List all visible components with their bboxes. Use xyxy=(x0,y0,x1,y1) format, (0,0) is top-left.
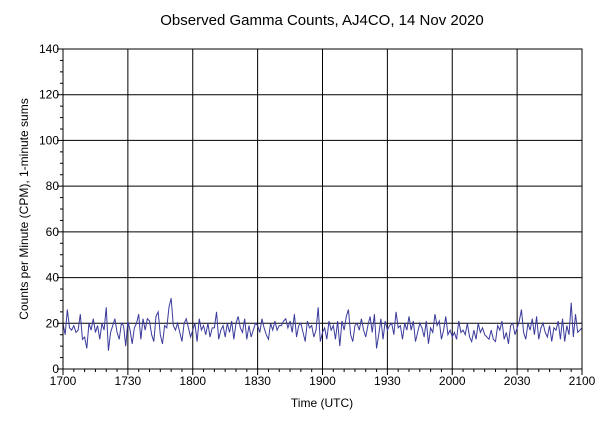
y-tick-label: 100 xyxy=(39,133,59,147)
x-tick-label: 2000 xyxy=(439,374,466,388)
y-tick-label: 20 xyxy=(46,316,60,330)
grid-lines xyxy=(63,49,582,369)
chart-title: Observed Gamma Counts, AJ4CO, 14 Nov 202… xyxy=(160,12,484,29)
x-tick-label: 1900 xyxy=(309,374,336,388)
series-line-gamma-counts xyxy=(62,298,583,351)
x-tick-label: 1800 xyxy=(179,374,206,388)
y-tick-label: 40 xyxy=(46,271,60,285)
y-tick-label: 0 xyxy=(52,362,59,376)
x-tick-label: 2030 xyxy=(504,374,531,388)
y-axis-title: Counts per Minute (CPM), 1-minute sums xyxy=(17,98,31,319)
y-tick-label: 80 xyxy=(46,179,60,193)
x-tick-label: 1930 xyxy=(374,374,401,388)
x-tick-label: 2100 xyxy=(569,374,596,388)
x-tick-label: 1700 xyxy=(50,374,77,388)
x-axis-title: Time (UTC) xyxy=(291,396,353,410)
x-tick-label: 1730 xyxy=(115,374,142,388)
plot-frame xyxy=(62,48,583,370)
y-tick-label: 120 xyxy=(39,88,59,102)
y-axis-ticks: 0 20 40 60 80 100 120 140 xyxy=(39,42,63,376)
y-tick-label: 140 xyxy=(39,42,59,56)
x-axis-ticks: 1700 1730 1800 1830 1900 1930 2000 2030 2100 xyxy=(50,369,596,388)
y-tick-label: 60 xyxy=(46,225,60,239)
x-tick-label: 1830 xyxy=(244,374,271,388)
